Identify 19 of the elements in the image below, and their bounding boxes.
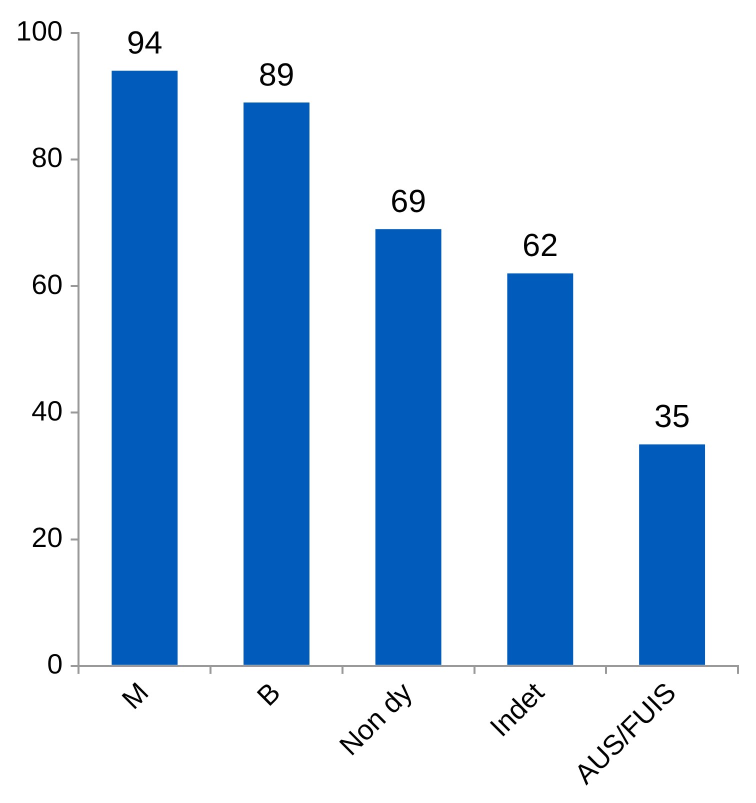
y-tick-label: 60 [32,268,63,300]
data-label: 62 [522,227,558,264]
data-label: 89 [258,56,294,92]
x-tick-label: Non dy [333,676,418,762]
bar [375,229,442,665]
y-tick-label: 40 [32,395,63,426]
y-tick-label: 100 [16,16,63,47]
x-tick-label: B [251,676,286,712]
data-label: 94 [126,24,162,61]
y-tick-label: 0 [47,648,63,680]
bar [507,273,574,665]
data-label: 35 [654,398,690,434]
y-tick-label: 20 [32,522,63,554]
bar [112,70,178,665]
data-label: 69 [390,182,426,219]
x-tick-label: M [116,676,154,716]
bar [639,444,706,665]
bar [244,102,310,665]
y-tick-label: 80 [32,142,63,174]
